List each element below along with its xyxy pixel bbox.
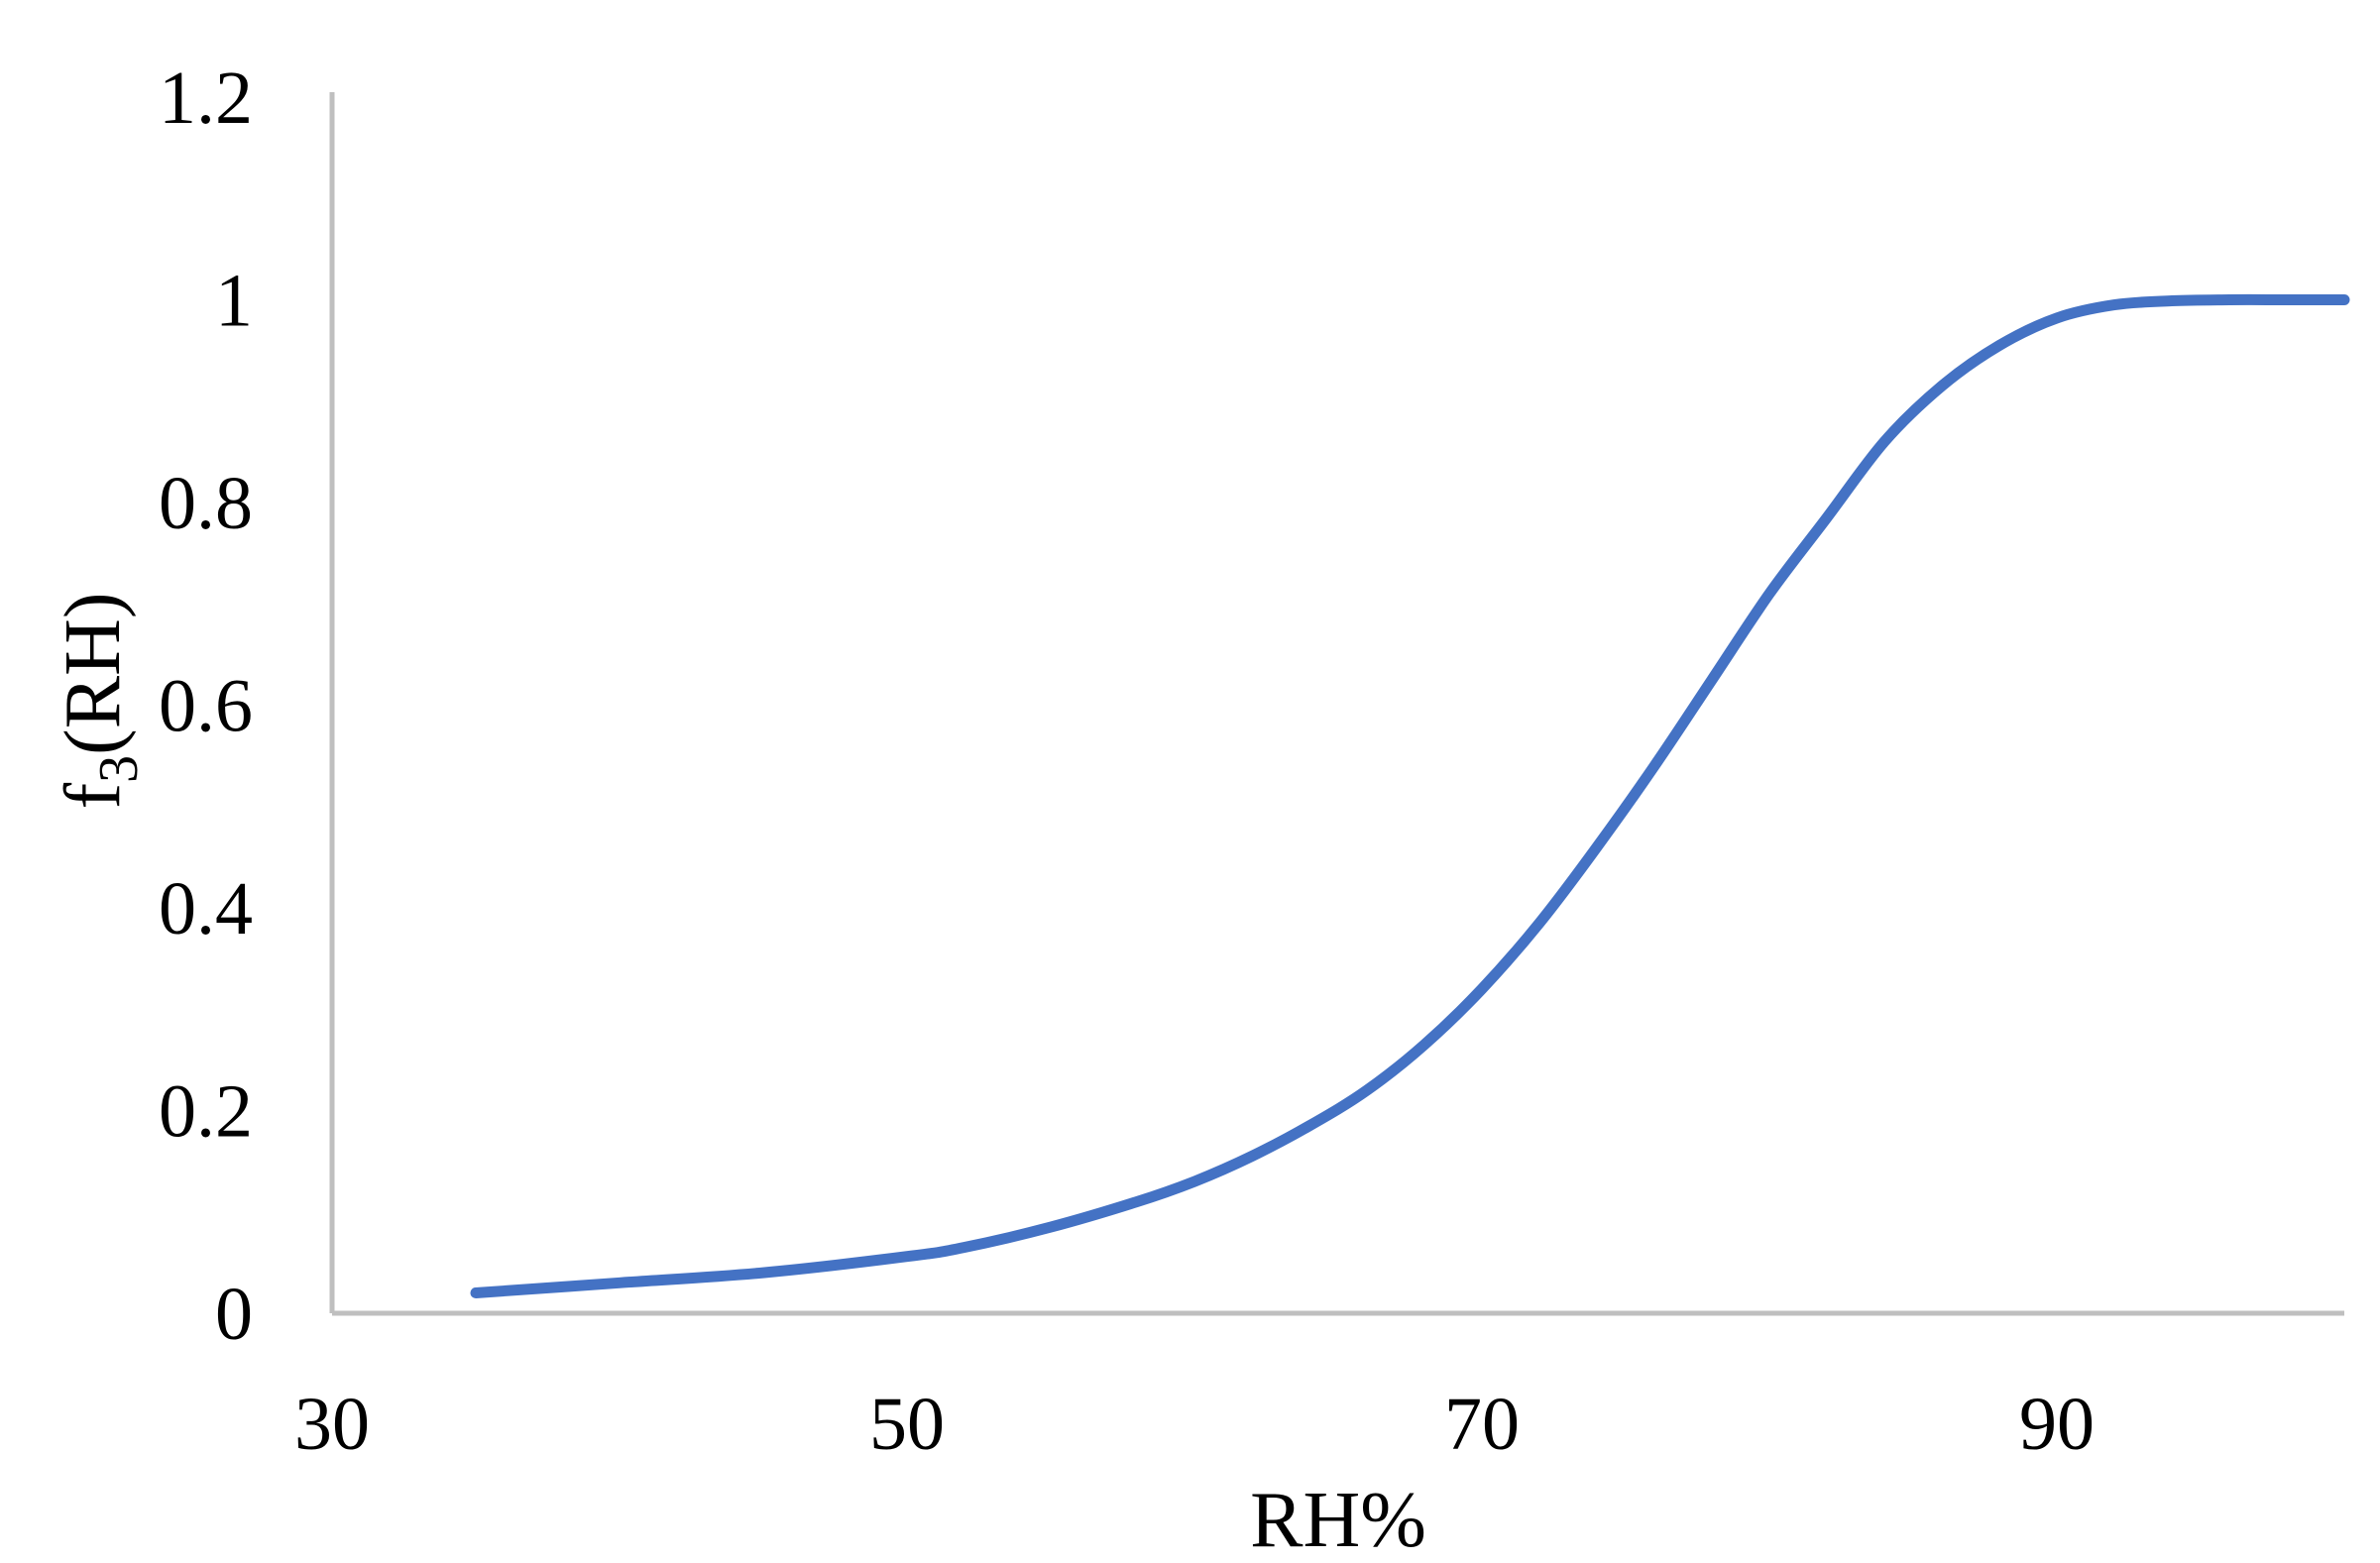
y-axis-title: f3(RH) bbox=[50, 592, 150, 809]
x-axis-title: RH% bbox=[1250, 1477, 1426, 1563]
x-tick-label: 90 bbox=[2019, 1383, 2095, 1466]
y-tick-label: 0.6 bbox=[159, 665, 253, 748]
x-tick-label: 70 bbox=[1444, 1383, 1520, 1466]
x-tick-label: 30 bbox=[294, 1383, 370, 1466]
y-axis-tick-labels: 0 0.2 0.4 0.6 0.8 1 1.2 bbox=[159, 56, 253, 1356]
y-axis-title-subscript: 3 bbox=[88, 755, 150, 783]
y-tick-label: 1 bbox=[215, 260, 253, 343]
y-tick-label: 0.4 bbox=[159, 867, 253, 950]
y-axis-title-main: f bbox=[50, 783, 137, 810]
x-axis-tick-labels: 30 50 70 90 bbox=[294, 1383, 2095, 1466]
y-tick-label: 0.8 bbox=[159, 462, 253, 545]
y-tick-label: 1.2 bbox=[159, 56, 253, 140]
y-tick-label: 0 bbox=[215, 1273, 253, 1356]
x-tick-label: 50 bbox=[869, 1383, 945, 1466]
y-tick-label: 0.2 bbox=[159, 1070, 253, 1154]
y-axis-title-rest: (RH) bbox=[50, 592, 137, 754]
series-line bbox=[470, 293, 2350, 1298]
